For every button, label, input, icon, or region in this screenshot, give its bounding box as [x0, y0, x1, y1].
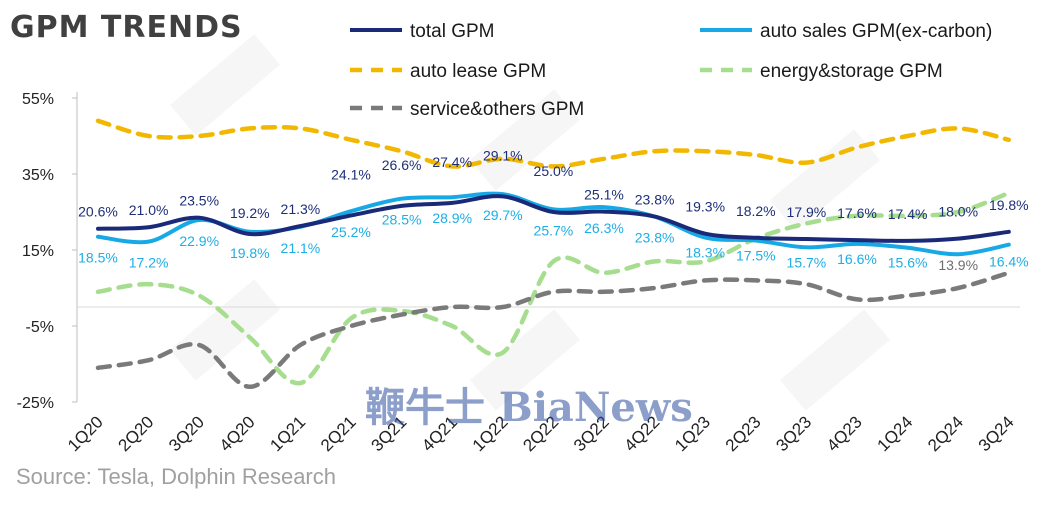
data-label-total-gpm: 17.6% [837, 205, 877, 221]
data-label-auto-sales-gpm: 15.7% [787, 254, 827, 270]
data-label-total-gpm: 17.4% [888, 206, 928, 222]
data-label-auto-sales-gpm: 25.2% [331, 224, 371, 240]
data-label-total-gpm: 18.0% [938, 204, 978, 220]
data-label-total-gpm: 19.3% [685, 199, 725, 215]
x-tick-label: 4Q20 [216, 412, 259, 455]
data-label-total-gpm: 25.0% [534, 163, 574, 179]
series-line-service-others-gpm [95, 270, 1012, 390]
watermark-mark [470, 309, 580, 411]
data-label-auto-sales-gpm: 28.9% [432, 210, 472, 226]
data-label-total-gpm: 23.8% [635, 192, 675, 208]
data-label-total-gpm: 27.4% [432, 154, 472, 170]
y-tick-label: -25% [17, 395, 54, 412]
x-tick-label: 3Q23 [772, 412, 815, 455]
data-label-auto-sales-gpm: 18.5% [78, 250, 118, 266]
x-tick-label: 1Q24 [874, 412, 917, 455]
x-tick-label: 4Q23 [823, 412, 866, 455]
legend-label: service&others GPM [410, 99, 584, 120]
data-label-total-gpm: 21.3% [281, 201, 321, 217]
data-label-auto-sales-gpm: 16.6% [837, 251, 877, 267]
data-label-total-gpm: 25.1% [584, 187, 624, 203]
x-tick-label: 2Q23 [722, 412, 765, 455]
data-label-total-gpm: 19.2% [230, 205, 270, 221]
legend-label: auto lease GPM [410, 61, 546, 82]
y-tick-label: -5% [26, 319, 54, 336]
x-tick-label: 1Q21 [266, 412, 309, 455]
legend-label: total GPM [410, 21, 494, 42]
data-label-total-gpm: 19.8% [989, 197, 1029, 213]
watermark-layer [170, 34, 890, 411]
watermark-mark [770, 129, 880, 231]
data-labels-layer: 20.6% 21.0% 23.5% 19.2% 21.3% 24.1% 26.6% 27.4%… [78, 147, 1029, 273]
data-label-total-gpm: 18.2% [736, 203, 776, 219]
x-tick-label: 2Q24 [924, 412, 967, 455]
series-line-energy-storage-gpm [95, 190, 1012, 386]
watermark-mark [170, 34, 280, 136]
watermark-text: 鞭牛士 BiaNews [365, 384, 693, 431]
data-label-auto-sales-gpm: 22.9% [179, 233, 219, 249]
data-label-auto-sales-gpm: 26.3% [584, 220, 624, 236]
data-label-auto-sales-gpm: 18.3% [685, 244, 725, 260]
data-label-auto-sales-gpm: 25.7% [534, 222, 574, 238]
source-note: Source: Tesla, Dolphin Research [16, 464, 336, 489]
x-tick-label: 3Q24 [975, 412, 1018, 455]
y-tick-label: 35% [22, 167, 54, 184]
data-label-auto-sales-gpm: 19.8% [230, 245, 270, 261]
data-label-total-gpm: 23.5% [179, 193, 219, 209]
page-title: GPM TRENDS [10, 10, 243, 45]
watermark-mark [470, 89, 580, 191]
series-line-auto-sales-gpm-ex-carbon [96, 191, 1011, 257]
data-label-total-gpm: 24.1% [331, 166, 371, 182]
data-label-auto-sales-gpm: 13.9% [938, 257, 978, 273]
series-layer [95, 118, 1012, 390]
x-tick-label: 1Q20 [64, 412, 107, 455]
data-label-total-gpm: 20.6% [78, 204, 118, 220]
data-label-total-gpm: 26.6% [382, 157, 422, 173]
x-tick-label: 2Q21 [317, 412, 360, 455]
legend: total GPM auto sales GPM(ex-carbon) auto l… [350, 21, 992, 120]
series-line-auto-lease-gpm [95, 118, 1012, 169]
data-label-auto-sales-gpm: 23.8% [635, 230, 675, 246]
data-label-auto-sales-gpm: 17.2% [129, 255, 169, 271]
y-tick-label: 55% [22, 91, 54, 108]
data-label-total-gpm: 21.0% [129, 202, 169, 218]
data-label-auto-sales-gpm: 28.5% [382, 212, 422, 228]
watermark-mark [170, 279, 280, 381]
legend-label: auto sales GPM(ex-carbon) [760, 21, 992, 42]
y-tick-label: 15% [22, 243, 54, 260]
data-label-auto-sales-gpm: 29.7% [483, 207, 523, 223]
data-label-auto-sales-gpm: 17.5% [736, 248, 776, 264]
data-label-auto-sales-gpm: 15.6% [888, 255, 928, 271]
legend-label: energy&storage GPM [760, 61, 943, 82]
data-label-total-gpm: 29.1% [483, 147, 523, 163]
data-label-total-gpm: 17.9% [787, 204, 827, 220]
data-label-auto-sales-gpm: 16.4% [989, 254, 1029, 270]
series-line-total-gpm [96, 194, 1011, 243]
watermark-mark [779, 309, 890, 411]
data-label-auto-sales-gpm: 21.1% [281, 240, 321, 256]
x-tick-label: 2Q20 [115, 412, 158, 455]
x-tick-label: 3Q20 [165, 412, 208, 455]
